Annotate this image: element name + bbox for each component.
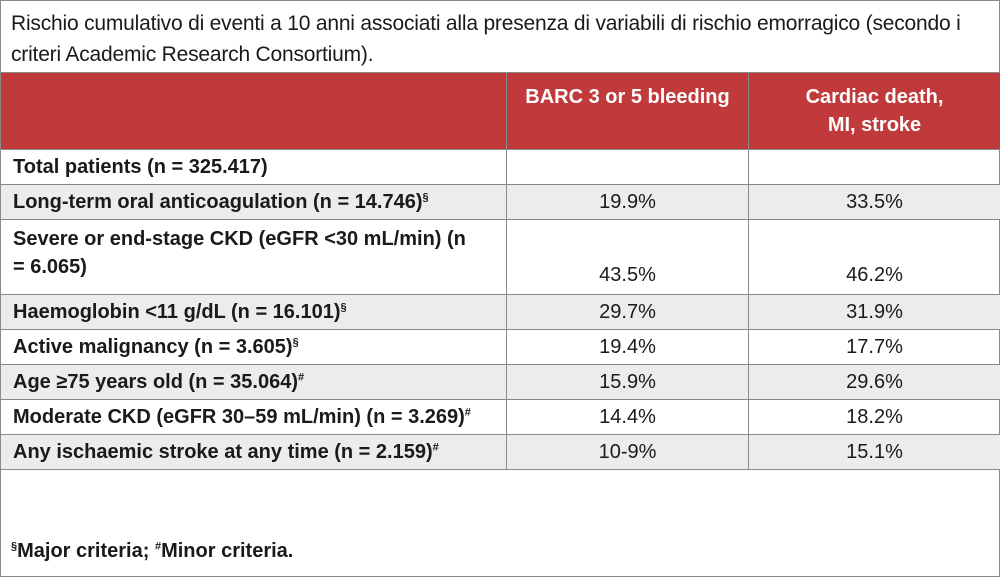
risk-table: BARC 3 or 5 bleeding Cardiac death, MI, … bbox=[0, 72, 1000, 470]
row-label: Long-term oral anticoagulation (n = 14.7… bbox=[0, 184, 507, 220]
footnote-major-mark: § bbox=[11, 540, 18, 553]
bleeding-value: 14.4% bbox=[506, 399, 749, 435]
table-row: Moderate CKD (eGFR 30–59 mL/min) (n = 3.… bbox=[0, 399, 1000, 435]
footnote: §Major criteria; #Minor criteria. bbox=[11, 537, 293, 565]
footnote-minor-text: Minor criteria. bbox=[161, 540, 294, 562]
bleeding-value: 29.7% bbox=[506, 294, 749, 330]
footnote-minor-mark: # bbox=[154, 540, 162, 553]
row-mark: # bbox=[464, 406, 471, 419]
bleeding-value: 15.9% bbox=[506, 364, 749, 400]
table-row: Long-term oral anticoagulation (n = 14.7… bbox=[0, 184, 1000, 220]
table-caption: Rischio cumulativo di eventi a 10 anni a… bbox=[11, 12, 961, 66]
table-row: Total patients (n = 325.417) bbox=[0, 149, 1000, 185]
header-cardiac-label: Cardiac death, MI, stroke bbox=[805, 86, 944, 136]
bleeding-value: 19.9% bbox=[506, 184, 749, 220]
table-row: Severe or end-stage CKD (eGFR <30 mL/min… bbox=[0, 219, 1000, 295]
header-bleeding: BARC 3 or 5 bleeding bbox=[506, 72, 749, 150]
row-label-text: Long-term oral anticoagulation (n = 14.7… bbox=[13, 191, 423, 213]
cardiac-value: 17.7% bbox=[748, 329, 1000, 365]
row-label: Age ≥75 years old (n = 35.064)# bbox=[0, 364, 507, 400]
row-label: Haemoglobin <11 g/dL (n = 16.101)§ bbox=[0, 294, 507, 330]
table-row: Active malignancy (n = 3.605)§ 19.4% 17.… bbox=[0, 329, 1000, 365]
row-label-text: Severe or end-stage CKD (eGFR <30 mL/min… bbox=[13, 228, 466, 278]
row-label: Any ischaemic stroke at any time (n = 2.… bbox=[0, 434, 507, 470]
row-label-text: Moderate CKD (eGFR 30–59 mL/min) (n = 3.… bbox=[13, 406, 465, 428]
cardiac-value: 29.6% bbox=[748, 364, 1000, 400]
cardiac-value: 33.5% bbox=[748, 184, 1000, 220]
header-row: BARC 3 or 5 bleeding Cardiac death, MI, … bbox=[0, 72, 1000, 150]
cardiac-value: 18.2% bbox=[748, 399, 1000, 435]
table-row: Age ≥75 years old (n = 35.064)# 15.9% 29… bbox=[0, 364, 1000, 400]
cardiac-value bbox=[748, 149, 1000, 185]
cardiac-value: 31.9% bbox=[748, 294, 1000, 330]
row-label-text: Any ischaemic stroke at any time (n = 2.… bbox=[13, 441, 433, 463]
table-row: Haemoglobin <11 g/dL (n = 16.101)§ 29.7%… bbox=[0, 294, 1000, 330]
cardiac-value: 46.2% bbox=[748, 219, 1000, 295]
bleeding-value: 43.5% bbox=[506, 219, 749, 295]
row-label: Severe or end-stage CKD (eGFR <30 mL/min… bbox=[0, 219, 507, 295]
bleeding-value: 19.4% bbox=[506, 329, 749, 365]
row-mark: § bbox=[292, 336, 299, 349]
row-mark: § bbox=[340, 301, 347, 314]
bleeding-value bbox=[506, 149, 749, 185]
bleeding-value: 10-9% bbox=[506, 434, 749, 470]
table-row: Any ischaemic stroke at any time (n = 2.… bbox=[0, 434, 1000, 470]
header-empty-cell bbox=[0, 72, 507, 150]
row-mark: # bbox=[432, 441, 439, 454]
row-label: Total patients (n = 325.417) bbox=[0, 149, 507, 185]
row-mark: # bbox=[298, 371, 305, 384]
row-label-text: Age ≥75 years old (n = 35.064) bbox=[13, 371, 298, 393]
row-label-text: Total patients (n = 325.417) bbox=[13, 156, 268, 178]
header-cardiac: Cardiac death, MI, stroke bbox=[748, 72, 1000, 150]
footnote-major-text: Major criteria; bbox=[17, 540, 155, 562]
cardiac-value: 15.1% bbox=[748, 434, 1000, 470]
row-label-text: Haemoglobin <11 g/dL (n = 16.101) bbox=[13, 301, 341, 323]
row-label: Active malignancy (n = 3.605)§ bbox=[0, 329, 507, 365]
row-label-text: Active malignancy (n = 3.605) bbox=[13, 336, 293, 358]
row-mark: § bbox=[422, 191, 429, 204]
row-label: Moderate CKD (eGFR 30–59 mL/min) (n = 3.… bbox=[0, 399, 507, 435]
